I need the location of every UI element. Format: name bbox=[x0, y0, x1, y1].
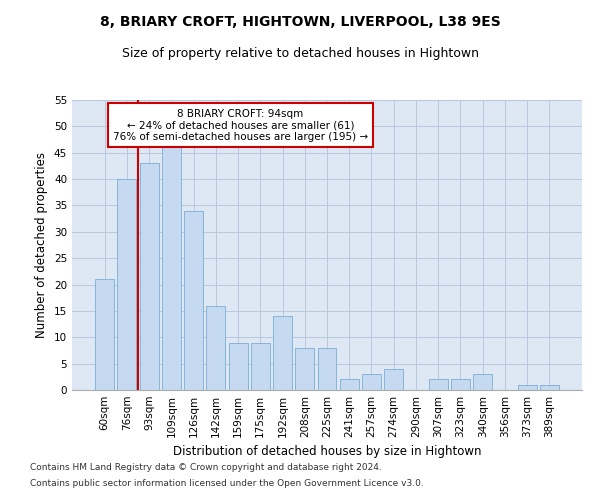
Bar bbox=[317, 348, 337, 390]
Bar bbox=[95, 280, 114, 390]
Text: 8 BRIARY CROFT: 94sqm
← 24% of detached houses are smaller (61)
76% of semi-deta: 8 BRIARY CROFT: 94sqm ← 24% of detached … bbox=[113, 108, 368, 142]
Bar bbox=[540, 384, 559, 390]
Bar bbox=[362, 374, 381, 390]
Bar bbox=[451, 380, 470, 390]
Bar bbox=[273, 316, 292, 390]
Text: Contains HM Land Registry data © Crown copyright and database right 2024.: Contains HM Land Registry data © Crown c… bbox=[30, 464, 382, 472]
Bar bbox=[140, 164, 158, 390]
Bar bbox=[473, 374, 492, 390]
Bar bbox=[384, 369, 403, 390]
Bar bbox=[429, 380, 448, 390]
Bar bbox=[229, 342, 248, 390]
Bar bbox=[340, 380, 359, 390]
Y-axis label: Number of detached properties: Number of detached properties bbox=[35, 152, 49, 338]
X-axis label: Distribution of detached houses by size in Hightown: Distribution of detached houses by size … bbox=[173, 446, 481, 458]
Text: 8, BRIARY CROFT, HIGHTOWN, LIVERPOOL, L38 9ES: 8, BRIARY CROFT, HIGHTOWN, LIVERPOOL, L3… bbox=[100, 15, 500, 29]
Bar bbox=[162, 148, 181, 390]
Bar bbox=[184, 210, 203, 390]
Bar bbox=[518, 384, 536, 390]
Text: Contains public sector information licensed under the Open Government Licence v3: Contains public sector information licen… bbox=[30, 478, 424, 488]
Bar bbox=[295, 348, 314, 390]
Bar bbox=[118, 179, 136, 390]
Text: Size of property relative to detached houses in Hightown: Size of property relative to detached ho… bbox=[121, 48, 479, 60]
Bar bbox=[251, 342, 270, 390]
Bar bbox=[206, 306, 225, 390]
